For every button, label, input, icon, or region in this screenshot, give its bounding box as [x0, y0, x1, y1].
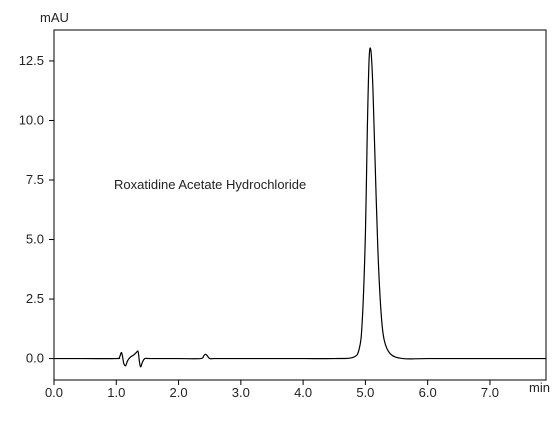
y-tick-label: 0.0	[26, 351, 44, 366]
x-tick-label: 0.0	[45, 385, 63, 400]
plot-frame	[53, 29, 547, 381]
x-tick-label: 3.0	[232, 385, 250, 400]
x-tick-label: 1.0	[107, 385, 125, 400]
x-tick-label: 2.0	[170, 385, 188, 400]
y-tick-label: 10.0	[19, 112, 44, 127]
chromatogram-trace	[54, 47, 546, 368]
y-tick-label: 7.5	[26, 172, 44, 187]
x-tick-label: 4.0	[294, 385, 312, 400]
x-tick-label: 5.0	[356, 385, 374, 400]
x-tick-label: 6.0	[419, 385, 437, 400]
y-tick-label: 5.0	[26, 232, 44, 247]
x-tick-label: 7.0	[481, 385, 499, 400]
y-tick-label: 2.5	[26, 291, 44, 306]
peak-annotation: Roxatidine Acetate Hydrochloride	[114, 177, 306, 192]
y-tick-label: 12.5	[19, 53, 44, 68]
x-axis-unit-label: min	[529, 380, 550, 395]
y-axis-unit-label: mAU	[40, 10, 69, 25]
